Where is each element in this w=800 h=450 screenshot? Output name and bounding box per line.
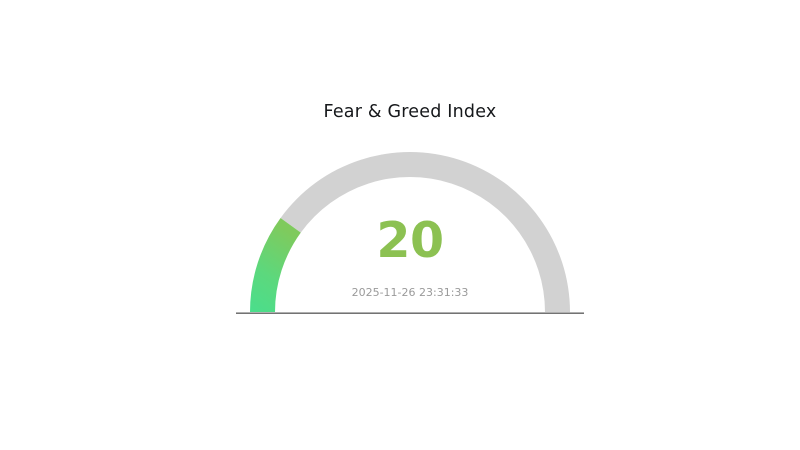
gauge-track-arc xyxy=(280,151,570,312)
page-title: Fear & Greed Index xyxy=(323,102,497,122)
gauge-value-label: 20 xyxy=(376,212,444,269)
gauge-timestamp-label: 2025-11-26 23:31:33 xyxy=(351,286,469,299)
gauge-svg xyxy=(236,151,584,314)
gauge-chart xyxy=(230,140,590,325)
gauge-progress-arc xyxy=(250,217,301,312)
